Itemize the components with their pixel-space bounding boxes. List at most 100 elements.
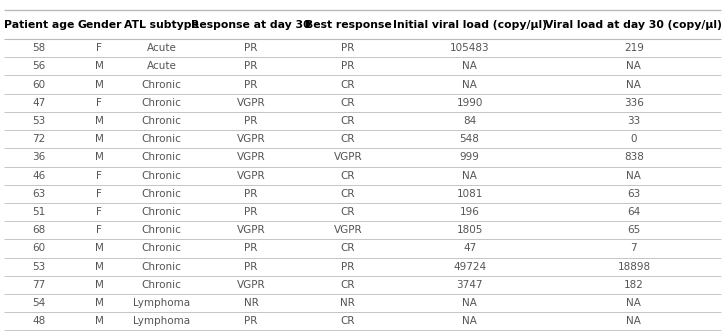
Text: Chronic: Chronic <box>142 134 182 144</box>
Text: Patient age: Patient age <box>4 20 74 30</box>
Text: VGPR: VGPR <box>237 152 266 162</box>
Text: 36: 36 <box>32 152 45 162</box>
Text: VGPR: VGPR <box>334 225 362 235</box>
Text: F: F <box>96 98 103 108</box>
Text: PR: PR <box>342 43 355 53</box>
Text: M: M <box>95 316 104 326</box>
Text: M: M <box>95 80 104 90</box>
Text: VGPR: VGPR <box>237 98 266 108</box>
Text: CR: CR <box>341 189 355 199</box>
Text: Chronic: Chronic <box>142 171 182 181</box>
Text: NA: NA <box>462 171 477 181</box>
Text: Acute: Acute <box>147 43 177 53</box>
Text: Lymphoma: Lymphoma <box>133 316 191 326</box>
Text: VGPR: VGPR <box>237 134 266 144</box>
Text: CR: CR <box>341 280 355 290</box>
Text: Response at day 30: Response at day 30 <box>191 20 311 30</box>
Text: 1990: 1990 <box>456 98 483 108</box>
Text: PR: PR <box>342 61 355 71</box>
Text: Lymphoma: Lymphoma <box>133 298 191 308</box>
Text: 182: 182 <box>624 280 644 290</box>
Text: Chronic: Chronic <box>142 116 182 126</box>
Text: Initial viral load (copy/µl): Initial viral load (copy/µl) <box>393 20 547 30</box>
Text: NA: NA <box>462 316 477 326</box>
Text: VGPR: VGPR <box>237 225 266 235</box>
Text: 105483: 105483 <box>450 43 490 53</box>
Text: Chronic: Chronic <box>142 98 182 108</box>
Text: M: M <box>95 152 104 162</box>
Text: 1805: 1805 <box>456 225 483 235</box>
Text: M: M <box>95 280 104 290</box>
Text: VGPR: VGPR <box>237 280 266 290</box>
Text: NA: NA <box>627 316 641 326</box>
Text: 7: 7 <box>630 243 638 253</box>
Text: F: F <box>96 189 103 199</box>
Text: PR: PR <box>245 116 258 126</box>
Text: F: F <box>96 207 103 217</box>
Text: 548: 548 <box>460 134 479 144</box>
Text: VGPR: VGPR <box>237 171 266 181</box>
Text: M: M <box>95 116 104 126</box>
Text: 47: 47 <box>32 98 45 108</box>
Text: F: F <box>96 43 103 53</box>
Text: NA: NA <box>462 80 477 90</box>
Text: Chronic: Chronic <box>142 80 182 90</box>
Text: NR: NR <box>244 298 258 308</box>
Text: M: M <box>95 298 104 308</box>
Text: M: M <box>95 134 104 144</box>
Text: F: F <box>96 171 103 181</box>
Text: VGPR: VGPR <box>334 152 362 162</box>
Text: NA: NA <box>627 80 641 90</box>
Text: NA: NA <box>627 298 641 308</box>
Text: Chronic: Chronic <box>142 262 182 272</box>
Text: 999: 999 <box>460 152 479 162</box>
Text: PR: PR <box>245 43 258 53</box>
Text: 219: 219 <box>624 43 644 53</box>
Text: ATL subtype: ATL subtype <box>124 20 199 30</box>
Text: 77: 77 <box>32 280 45 290</box>
Text: CR: CR <box>341 116 355 126</box>
Text: Viral load at day 30 (copy/µl): Viral load at day 30 (copy/µl) <box>546 20 722 30</box>
Text: 51: 51 <box>32 207 45 217</box>
Text: PR: PR <box>245 316 258 326</box>
Text: M: M <box>95 243 104 253</box>
Text: 84: 84 <box>463 116 477 126</box>
Text: F: F <box>96 225 103 235</box>
Text: 63: 63 <box>32 189 45 199</box>
Text: 18898: 18898 <box>617 262 651 272</box>
Text: PR: PR <box>245 243 258 253</box>
Text: Chronic: Chronic <box>142 225 182 235</box>
Text: PR: PR <box>245 207 258 217</box>
Text: PR: PR <box>245 61 258 71</box>
Text: 48: 48 <box>32 316 45 326</box>
Text: CR: CR <box>341 134 355 144</box>
Text: 53: 53 <box>32 262 45 272</box>
Text: M: M <box>95 61 104 71</box>
Text: NR: NR <box>341 298 355 308</box>
Text: NA: NA <box>462 298 477 308</box>
Text: Chronic: Chronic <box>142 189 182 199</box>
Text: 46: 46 <box>32 171 45 181</box>
Text: 58: 58 <box>32 43 45 53</box>
Text: 33: 33 <box>627 116 640 126</box>
Text: CR: CR <box>341 316 355 326</box>
Text: Chronic: Chronic <box>142 280 182 290</box>
Text: NA: NA <box>627 171 641 181</box>
Text: CR: CR <box>341 243 355 253</box>
Text: Chronic: Chronic <box>142 207 182 217</box>
Text: 65: 65 <box>627 225 640 235</box>
Text: 3747: 3747 <box>456 280 483 290</box>
Text: PR: PR <box>245 80 258 90</box>
Text: CR: CR <box>341 171 355 181</box>
Text: PR: PR <box>245 189 258 199</box>
Text: 49724: 49724 <box>453 262 486 272</box>
Text: 72: 72 <box>32 134 45 144</box>
Text: 54: 54 <box>32 298 45 308</box>
Text: 196: 196 <box>460 207 479 217</box>
Text: Chronic: Chronic <box>142 243 182 253</box>
Text: PR: PR <box>342 262 355 272</box>
Text: CR: CR <box>341 80 355 90</box>
Text: 0: 0 <box>630 134 637 144</box>
Text: 60: 60 <box>32 243 45 253</box>
Text: NA: NA <box>462 61 477 71</box>
